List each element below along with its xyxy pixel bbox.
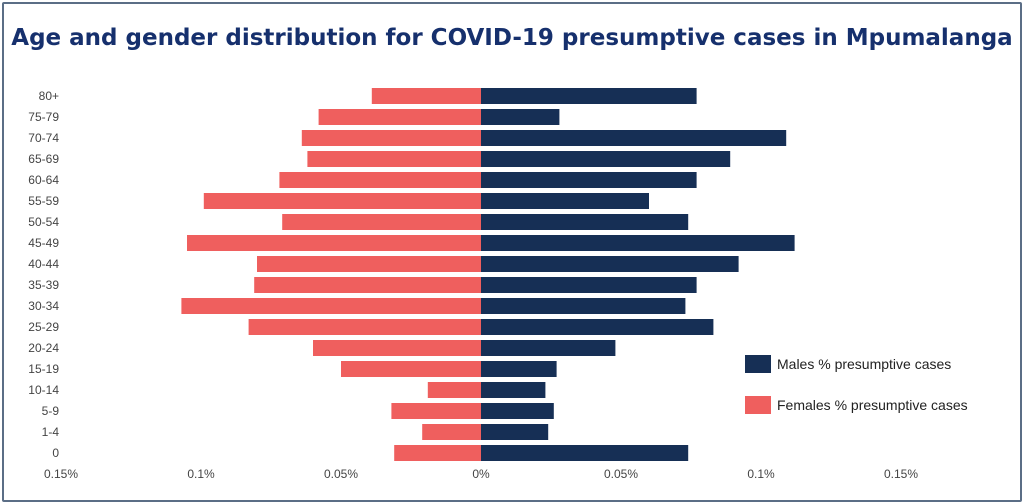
bar-male-50-54 — [481, 214, 689, 230]
bar-female-15-19 — [341, 361, 481, 377]
category-label-5-9: 5-9 — [42, 404, 60, 418]
legend: Males % presumptive cases Females % pres… — [745, 355, 968, 414]
category-label-70-74: 70-74 — [28, 131, 59, 145]
bar-female-55-59 — [203, 193, 482, 209]
category-label-60-64: 60-64 — [28, 173, 59, 187]
bar-female-0 — [394, 445, 481, 461]
bar-female-75-79 — [318, 109, 481, 125]
x-tick-label: 0.1% — [187, 467, 215, 481]
bar-female-70-74 — [301, 130, 481, 146]
x-tick-label: 0.05% — [604, 467, 638, 481]
x-tick-label: 0% — [472, 467, 490, 481]
bar-male-40-44 — [481, 256, 739, 272]
category-label-25-29: 25-29 — [28, 320, 59, 334]
bar-female-20-24 — [313, 340, 481, 356]
bar-female-25-29 — [248, 319, 481, 335]
x-tick-labels: 0.15% 0.1% 0.05% 0% 0.05% 0.1% 0.15% — [44, 467, 918, 481]
category-label-40-44: 40-44 — [28, 257, 59, 271]
bar-male-55-59 — [481, 193, 649, 209]
bar-female-10-14 — [427, 382, 481, 398]
bar-male-80+ — [481, 88, 697, 104]
category-label-15-19: 15-19 — [28, 362, 59, 376]
category-label-1-4: 1-4 — [42, 425, 60, 439]
bar-female-60-64 — [279, 172, 481, 188]
legend-swatch-females — [745, 396, 771, 414]
bar-male-0 — [481, 445, 689, 461]
bar-male-70-74 — [481, 130, 787, 146]
chart-title: Age and gender distribution for COVID-19… — [11, 25, 1013, 51]
category-label-75-79: 75-79 — [28, 110, 59, 124]
bar-female-45-49 — [187, 235, 481, 251]
bar-female-30-34 — [181, 298, 481, 314]
category-label-10-14: 10-14 — [28, 383, 59, 397]
bar-female-5-9 — [391, 403, 481, 419]
bar-male-35-39 — [481, 277, 697, 293]
category-label-20-24: 20-24 — [28, 341, 59, 355]
category-label-55-59: 55-59 — [28, 194, 59, 208]
bar-male-15-19 — [481, 361, 557, 377]
bar-male-75-79 — [481, 109, 560, 125]
bar-male-65-69 — [481, 151, 731, 167]
category-label-45-49: 45-49 — [28, 236, 59, 250]
bar-female-1-4 — [422, 424, 481, 440]
bar-male-20-24 — [481, 340, 616, 356]
bar-female-65-69 — [307, 151, 481, 167]
category-label-80+: 80+ — [39, 89, 59, 103]
bar-male-1-4 — [481, 424, 549, 440]
legend-label-males: Males % presumptive cases — [777, 356, 951, 372]
bar-female-50-54 — [282, 214, 481, 230]
category-label-35-39: 35-39 — [28, 278, 59, 292]
category-label-65-69: 65-69 — [28, 152, 59, 166]
bar-male-45-49 — [481, 235, 795, 251]
category-labels: 80+ 75-79 70-74 65-69 60-64 55-59 50-54 45-49 40… — [28, 89, 59, 460]
bar-male-30-34 — [481, 298, 686, 314]
bar-male-25-29 — [481, 319, 714, 335]
bars-group — [181, 88, 795, 461]
bar-male-5-9 — [481, 403, 554, 419]
legend-label-females: Females % presumptive cases — [777, 397, 968, 413]
category-label-50-54: 50-54 — [28, 215, 59, 229]
bar-female-80+ — [371, 88, 481, 104]
category-label-30-34: 30-34 — [28, 299, 59, 313]
category-label-0: 0 — [52, 446, 59, 460]
bar-male-10-14 — [481, 382, 546, 398]
x-tick-label: 0.15% — [44, 467, 78, 481]
bar-male-60-64 — [481, 172, 697, 188]
x-tick-label: 0.05% — [324, 467, 358, 481]
x-tick-label: 0.15% — [884, 467, 918, 481]
legend-swatch-males — [745, 355, 771, 373]
x-tick-label: 0.1% — [747, 467, 775, 481]
bar-female-35-39 — [254, 277, 481, 293]
bar-female-40-44 — [257, 256, 481, 272]
